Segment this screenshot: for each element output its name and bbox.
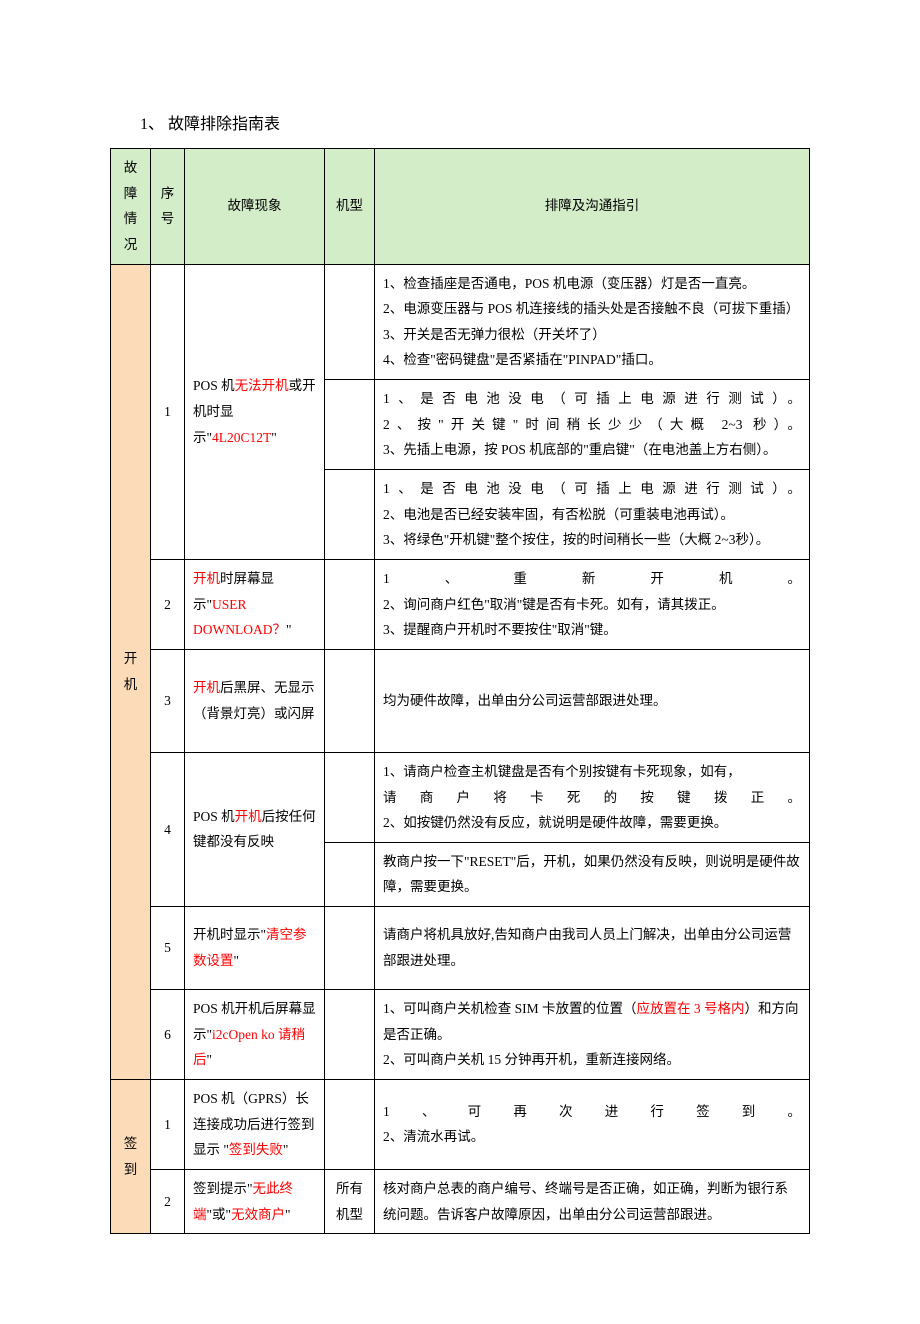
model-cell bbox=[325, 649, 375, 752]
table-row: 5 开机时显示"清空参数设置" 请商户将机具放好,告知商户由我司人员上门解决，出… bbox=[111, 907, 810, 990]
troubleshooting-table: 故障情况 序号 故障现象 机型 排障及沟通指引 开机 1 POS 机无法开机或开… bbox=[110, 148, 810, 1234]
symptom-cell: POS 机无法开机或开机时显示"4L20C12T" bbox=[185, 264, 325, 559]
guide-cell: 教商户按一下"RESET"后，开机，如果仍然没有反映，则说明是硬件故障，需要更换… bbox=[375, 842, 810, 906]
seq-cell: 1 bbox=[151, 264, 185, 559]
table-row: 签到 1 POS 机（GPRS）长连接成功后进行签到显示 "签到失败" 1、可再… bbox=[111, 1080, 810, 1170]
table-row: 3 开机后黑屏、无显示（背景灯亮）或闪屏 均为硬件故障，出单由分公司运营部跟进处… bbox=[111, 649, 810, 752]
seq-cell: 1 bbox=[151, 1080, 185, 1170]
guide-cell: 核对商户总表的商户编号、终端号是否正确，如正确，判断为银行系统问题。告诉客户故障… bbox=[375, 1169, 810, 1233]
table-row: 开机 1 POS 机无法开机或开机时显示"4L20C12T" 1、检查插座是否通… bbox=[111, 264, 810, 380]
category-cell-boot: 开机 bbox=[111, 264, 151, 1079]
col-header-category: 故障情况 bbox=[111, 149, 151, 265]
symptom-cell: 开机时显示"清空参数设置" bbox=[185, 907, 325, 990]
symptom-cell: POS 机（GPRS）长连接成功后进行签到显示 "签到失败" bbox=[185, 1080, 325, 1170]
guide-cell: 1、可再次进行签到。 2、清流水再试。 bbox=[375, 1080, 810, 1170]
guide-cell: 1、可叫商户关机检查 SIM 卡放置的位置（应放置在 3 号格内）和方向是否正确… bbox=[375, 990, 810, 1080]
model-cell bbox=[325, 559, 375, 649]
model-cell bbox=[325, 470, 375, 560]
document-page: 1、 故障排除指南表 故障情况 序号 故障现象 机型 排障及沟通指引 开机 1 … bbox=[0, 0, 920, 1324]
guide-cell: 1、是否电池没电（可插上电源进行测试）。 2、按"开关键"时间稍长少少（大概 2… bbox=[375, 380, 810, 470]
model-cell bbox=[325, 842, 375, 906]
table-row: 6 POS 机开机后屏幕显示"i2cOpen ko 请稍后" 1、可叫商户关机检… bbox=[111, 990, 810, 1080]
category-cell-signin: 签到 bbox=[111, 1080, 151, 1234]
symptom-cell: POS 机开机后按任何键都没有反映 bbox=[185, 752, 325, 906]
seq-cell: 6 bbox=[151, 990, 185, 1080]
guide-cell: 均为硬件故障，出单由分公司运营部跟进处理。 bbox=[375, 649, 810, 752]
table-title: 1、 故障排除指南表 bbox=[110, 110, 810, 134]
table-row: 4 POS 机开机后按任何键都没有反映 1、请商户检查主机键盘是否有个别按键有卡… bbox=[111, 752, 810, 842]
col-header-model: 机型 bbox=[325, 149, 375, 265]
guide-cell: 1、检查插座是否通电，POS 机电源（变压器）灯是否一直亮。 2、电源变压器与 … bbox=[375, 264, 810, 380]
seq-cell: 2 bbox=[151, 559, 185, 649]
seq-cell: 2 bbox=[151, 1169, 185, 1233]
model-cell bbox=[325, 380, 375, 470]
model-cell bbox=[325, 990, 375, 1080]
col-header-seq: 序号 bbox=[151, 149, 185, 265]
table-row: 2 开机时屏幕显示"USER DOWNLOAD？" 1、重新开机。 2、询问商户… bbox=[111, 559, 810, 649]
model-cell bbox=[325, 264, 375, 380]
seq-cell: 4 bbox=[151, 752, 185, 906]
seq-cell: 3 bbox=[151, 649, 185, 752]
symptom-cell: 开机后黑屏、无显示（背景灯亮）或闪屏 bbox=[185, 649, 325, 752]
guide-cell: 1、是否电池没电（可插上电源进行测试）。 2、电池是否已经安装牢固，有否松脱（可… bbox=[375, 470, 810, 560]
model-cell bbox=[325, 907, 375, 990]
seq-cell: 5 bbox=[151, 907, 185, 990]
col-header-symptom: 故障现象 bbox=[185, 149, 325, 265]
col-header-guide: 排障及沟通指引 bbox=[375, 149, 810, 265]
model-cell: 所有机型 bbox=[325, 1169, 375, 1233]
symptom-cell: POS 机开机后屏幕显示"i2cOpen ko 请稍后" bbox=[185, 990, 325, 1080]
table-row: 2 签到提示"无此终端"或"无效商户" 所有机型 核对商户总表的商户编号、终端号… bbox=[111, 1169, 810, 1233]
table-header-row: 故障情况 序号 故障现象 机型 排障及沟通指引 bbox=[111, 149, 810, 265]
model-cell bbox=[325, 752, 375, 842]
symptom-cell: 开机时屏幕显示"USER DOWNLOAD？" bbox=[185, 559, 325, 649]
guide-cell: 1、重新开机。 2、询问商户红色"取消"键是否有卡死。如有，请其拨正。 3、提醒… bbox=[375, 559, 810, 649]
model-cell bbox=[325, 1080, 375, 1170]
guide-cell: 1、请商户检查主机键盘是否有个别按键有卡死现象，如有， 请商户将卡死的按键拨正。… bbox=[375, 752, 810, 842]
guide-cell: 请商户将机具放好,告知商户由我司人员上门解决，出单由分公司运营部跟进处理。 bbox=[375, 907, 810, 990]
symptom-cell: 签到提示"无此终端"或"无效商户" bbox=[185, 1169, 325, 1233]
